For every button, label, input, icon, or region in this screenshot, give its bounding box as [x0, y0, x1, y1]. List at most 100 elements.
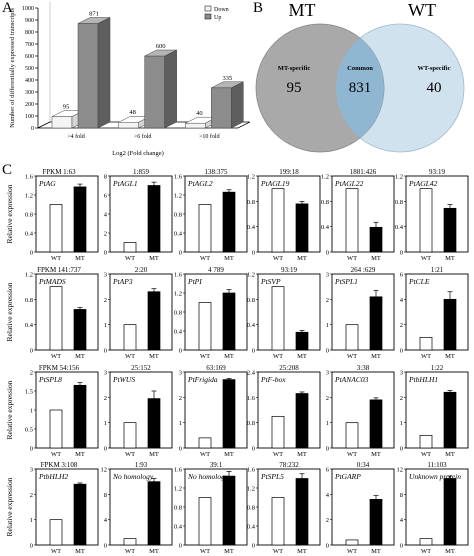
bar-wt — [419, 188, 433, 253]
y-tick-label: 2 — [400, 322, 403, 329]
panel-frame — [257, 273, 321, 351]
fpkm-label: 264 :629 — [351, 266, 376, 274]
data-label-up: 600 — [156, 43, 166, 50]
y-tick-label: 3 — [326, 272, 329, 279]
fpkm-label: 0:34 — [357, 461, 370, 469]
gene-label: PtAGL42 — [408, 179, 438, 188]
panel-frame — [109, 371, 173, 449]
x-tick-label: MT — [75, 255, 85, 262]
bar-wt — [49, 204, 63, 253]
x-tick-label: MT — [445, 353, 455, 360]
y-tick-label: 0 — [104, 543, 107, 550]
bar-down-front — [51, 116, 73, 129]
panel-frame — [331, 273, 395, 351]
bar-wt — [345, 324, 359, 351]
x-tick-label: MT — [224, 548, 234, 555]
y-tick-label: 0.5 — [25, 427, 33, 434]
bar-up-front — [211, 87, 232, 129]
bar-wt — [345, 539, 359, 546]
y-tick-label: 3 — [179, 370, 182, 377]
expression-panel: 264 :629 0 1 2 3 PtSPL1 WT MT — [326, 266, 395, 360]
bar-mt — [73, 384, 87, 449]
fpkm-label: 1:22 — [431, 364, 444, 372]
expression-panel: 4 789 0 0.4 0.8 1.2 1.6 PtPI WT MT — [174, 266, 248, 360]
y-tick-label: 0.4 — [321, 224, 330, 231]
y-tick-label: 0 — [326, 250, 329, 257]
bar-up-side — [97, 17, 111, 129]
expression-panel: 93:19 0 0.4 0.8 1.2 PtAGL42 WT MT — [395, 168, 469, 262]
expression-panel: 25:208 0 0.8 1.6 2.4 PtF-box WT MT — [247, 364, 321, 458]
y-tick-label: 8 — [104, 174, 107, 181]
y-tick-label: 0.8 — [247, 505, 255, 512]
x-tick-label: WT — [51, 548, 61, 555]
y-tick-label: 4 — [326, 492, 330, 499]
x-tick-label: WT — [347, 255, 357, 262]
expression-panel: 63:169 0 1 2 3 PtFrigida WT MT — [179, 364, 248, 458]
y-tick-label: 1 — [30, 408, 33, 415]
bar-mt — [295, 478, 309, 546]
fpkm-label: 25:152 — [131, 364, 151, 372]
y-tick-label: 2 — [326, 517, 329, 524]
y-tick-label: 4 — [400, 517, 404, 524]
gene-label: Unknown protein — [409, 472, 461, 481]
panel-frame — [35, 273, 99, 351]
bar-mt — [295, 203, 309, 253]
x-tick-label: MT — [297, 548, 307, 555]
gene-label: PtAGL2 — [187, 179, 213, 188]
y-tick-label: 0.8 — [174, 505, 182, 512]
fpkm-label: 3:38 — [357, 364, 370, 372]
x-tick-label: WT — [125, 451, 135, 458]
y-tick-label: 2.4 — [247, 370, 256, 377]
x-tick-label: WT — [125, 353, 135, 360]
bar-wt — [123, 422, 137, 449]
y-tick-label: 0.8 — [25, 212, 33, 219]
legend-label-up: Up — [214, 15, 221, 21]
gene-label: PtSVP — [260, 277, 281, 286]
x-tick-label: MT — [149, 353, 159, 360]
bar-mt — [295, 393, 309, 449]
y-tick-label: 0.4 — [247, 322, 256, 329]
bar-wt — [419, 434, 433, 449]
bar-mt — [73, 186, 87, 253]
fpkm-label: 4 789 — [208, 266, 224, 274]
expression-panel: FPKM 3:108 0 1 2 3 PtbHLH2 WT MT — [30, 461, 99, 555]
expression-panel: 78:232 0 0.4 0.8 1.2 1.6 PtSPL5 WT MT — [247, 461, 321, 555]
x-tick-label: WT — [273, 451, 283, 458]
x-tick-label: MT — [224, 255, 234, 262]
x-tick-label: MT — [297, 451, 307, 458]
fpkm-label: 93:19 — [429, 168, 445, 176]
y-tick-label: 0 — [104, 250, 107, 257]
y-tick-label: 3 — [30, 467, 33, 474]
panel-frame — [331, 371, 395, 449]
y-tick-label: 0 — [179, 348, 182, 355]
bar-mt — [147, 291, 161, 351]
gene-label: PtWUS — [112, 375, 135, 384]
y-tick-label: 500 — [25, 66, 34, 72]
gene-label: PtAGL1 — [112, 179, 138, 188]
y-tick-label: 0 — [326, 543, 329, 550]
bar-mt — [443, 207, 457, 253]
y-tick-label: 0 — [400, 250, 403, 257]
y-tick-label: 1.2 — [321, 174, 329, 181]
bar-wt — [419, 336, 433, 351]
x-tick-label: WT — [421, 255, 431, 262]
panel-frame — [184, 371, 248, 449]
bar-wt — [49, 286, 63, 351]
y-tick-label: 2 — [30, 370, 33, 377]
bar-down-front — [185, 122, 206, 129]
x-tick-label: WT — [125, 548, 135, 555]
y-tick-label: 1.6 — [174, 467, 183, 474]
venn-region-label: Common — [347, 65, 373, 72]
y-tick-label: 8 — [104, 492, 107, 499]
y-tick-label: 0.4 — [25, 322, 34, 329]
gene-label: PtbHLH1 — [408, 375, 438, 384]
bar-mt — [147, 185, 161, 253]
x-tick-label: MT — [371, 548, 381, 555]
y-tick-label: 12 — [101, 467, 108, 474]
x-tick-label: >6 fold — [134, 133, 152, 140]
x-tick-label: MT — [149, 255, 159, 262]
y-tick-label: 0 — [400, 348, 403, 355]
panel-frame — [109, 468, 173, 546]
bar-up-front — [77, 23, 99, 129]
expression-panel: 1:21 0 2 4 6 PtCLE WT MT — [400, 266, 469, 360]
